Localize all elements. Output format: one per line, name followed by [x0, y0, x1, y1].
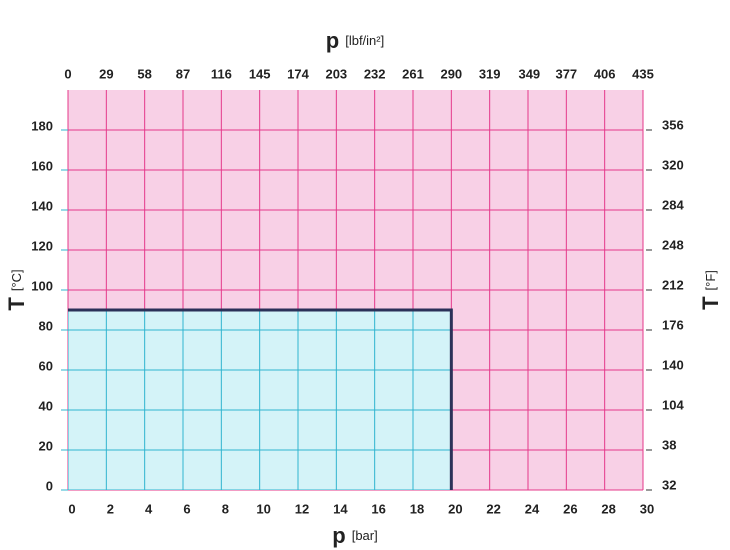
y-tick-label: 40	[39, 398, 53, 413]
x2-tick-label: 87	[176, 66, 190, 81]
x2-tick-label: 377	[555, 66, 577, 81]
x2-tick-label: 435	[632, 66, 654, 81]
y-tick-label: 140	[31, 198, 53, 213]
y-tick-label: 100	[31, 278, 53, 293]
x-tick-label: 16	[371, 501, 385, 516]
x2-tick-label: 145	[249, 66, 271, 81]
x-axis-label: p [bar]	[332, 523, 377, 548]
x-axis-unit: [bar]	[352, 528, 378, 543]
x-tick-label: 12	[295, 501, 309, 516]
y-tick-label: 80	[39, 318, 53, 333]
y-tick-label: 0	[46, 478, 53, 493]
x-tick-label: 2	[107, 501, 114, 516]
y2-tick-label: 248	[662, 237, 684, 252]
x2-tick-label: 174	[287, 66, 309, 81]
y2-axis-label: T [°F]	[698, 270, 723, 310]
x2-tick-label: 0	[64, 66, 71, 81]
y2-tick-label: 104	[662, 397, 684, 412]
x2-tick-label: 319	[479, 66, 501, 81]
area-grid	[68, 310, 452, 490]
y-tick-label: 20	[39, 438, 53, 453]
x-tick-label: 28	[601, 501, 615, 516]
x2-axis-unit: [lbf/in²]	[345, 33, 384, 48]
area-edge	[68, 308, 453, 490]
y2-tick-label: 176	[662, 317, 684, 332]
x-axis-symbol: p	[332, 523, 345, 548]
x-tick-label: 24	[525, 501, 540, 516]
x2-tick-label: 349	[518, 66, 540, 81]
y2-tick-label: 38	[662, 437, 676, 452]
x-tick-label: 6	[183, 501, 190, 516]
x2-tick-label: 290	[440, 66, 462, 81]
y2-tick-label: 284	[662, 197, 684, 212]
y-tick-label: 60	[39, 358, 53, 373]
x-tick-label: 20	[448, 501, 462, 516]
x2-tick-label: 58	[137, 66, 151, 81]
x2-axis-symbol: p	[326, 28, 339, 53]
x-tick-label: 26	[563, 501, 577, 516]
y-axis-symbol: T	[4, 297, 29, 311]
y2-tick-label: 320	[662, 157, 684, 172]
y-tick-label: 160	[31, 158, 53, 173]
x2-tick-label: 116	[211, 66, 232, 81]
y2-axis-symbol: T	[698, 296, 723, 310]
x-tick-label: 0	[68, 501, 75, 516]
x-tick-label: 22	[486, 501, 500, 516]
y2-tick-label: 356	[662, 117, 684, 132]
y2-tick-label: 212	[662, 277, 684, 292]
x-tick-label: 14	[333, 501, 348, 516]
y-axis-unit: [°C]	[9, 269, 24, 291]
y-tick-label: 180	[31, 118, 53, 133]
x2-tick-label: 203	[325, 66, 347, 81]
x-tick-label: 4	[145, 501, 153, 516]
x2-tick-label: 29	[99, 66, 113, 81]
x2-tick-label: 261	[402, 66, 424, 81]
x-tick-label: 10	[256, 501, 270, 516]
x2-tick-label: 406	[594, 66, 616, 81]
y-tick-label: 120	[31, 238, 53, 253]
x-tick-label: 8	[222, 501, 229, 516]
x-tick-label: 18	[410, 501, 424, 516]
y2-axis-unit: [°F]	[703, 270, 718, 290]
x2-tick-label: 232	[364, 66, 386, 81]
y2-tick-label: 140	[662, 357, 684, 372]
y2-tick-label: 32	[662, 477, 676, 492]
y-axis-label: T [°C]	[4, 269, 29, 310]
x2-axis-label: p [lbf/in²]	[326, 28, 384, 53]
x-tick-label: 30	[640, 501, 654, 516]
